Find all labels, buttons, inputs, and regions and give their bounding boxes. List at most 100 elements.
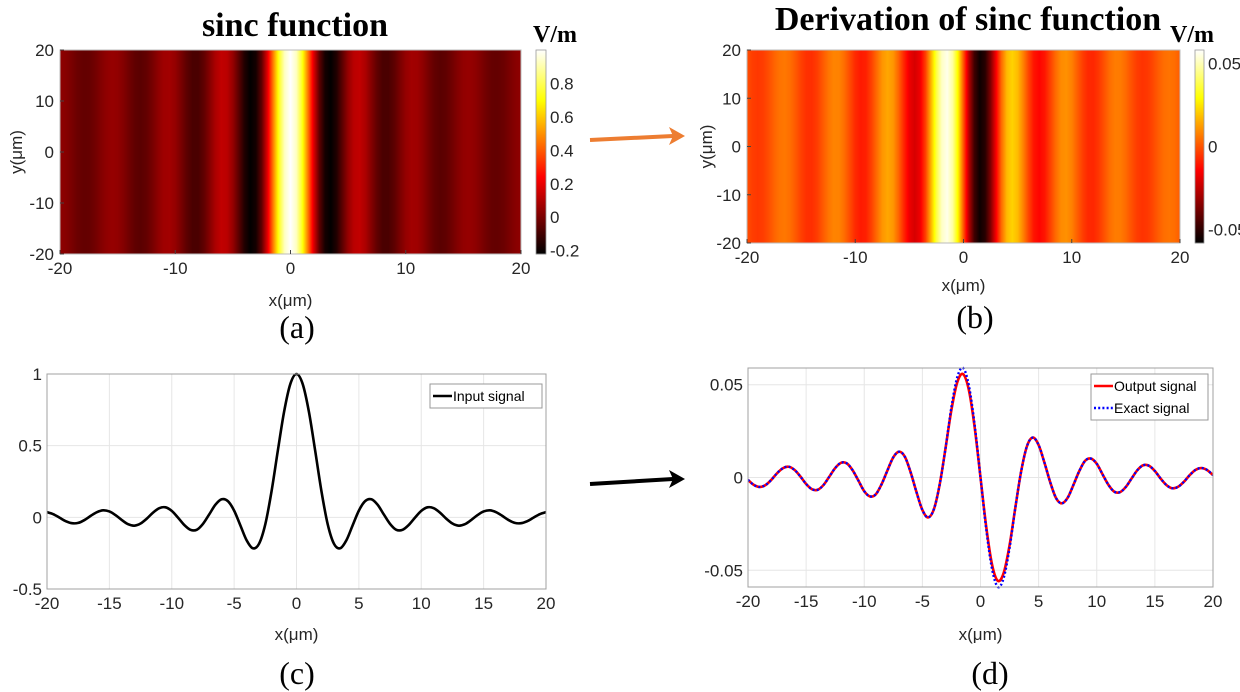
- colorbar-cell: [1195, 216, 1204, 218]
- colorbar-cell: [1195, 112, 1204, 114]
- heatmap-cell: [407, 50, 409, 254]
- heatmap-cell: [309, 50, 311, 254]
- colorbar-cell: [1195, 114, 1204, 116]
- colorbar-cell: [1195, 146, 1204, 148]
- colorbar-cell: [1195, 69, 1204, 71]
- heatmap-cell: [234, 50, 236, 254]
- heatmap-cell: [1111, 50, 1113, 243]
- colorbar-cell: [1195, 212, 1204, 214]
- heatmap-cell: [511, 50, 513, 254]
- colorbar-cell: [1195, 141, 1204, 143]
- x-tick-label: 20: [512, 259, 531, 278]
- colorbar-cell: [1195, 197, 1204, 199]
- colorbar-cell: [1195, 115, 1204, 117]
- heatmap-cell: [484, 50, 486, 254]
- colorbar-cell: [1195, 160, 1204, 162]
- heatmap-cell: [383, 50, 385, 254]
- colorbar-cell: [536, 247, 546, 249]
- heatmap-cell: [172, 50, 174, 254]
- colorbar-cell: [1195, 99, 1204, 101]
- heatmap-cell: [1135, 50, 1137, 243]
- heatmap-cell: [102, 50, 104, 254]
- heatmap-cell: [1050, 50, 1052, 243]
- y-tick-label: -20: [716, 234, 741, 253]
- heatmap-cell: [1144, 50, 1146, 243]
- heatmap-cell: [920, 50, 922, 243]
- heatmap-cell: [488, 50, 490, 254]
- colorbar-cell: [1195, 82, 1204, 84]
- heatmap-cell: [1085, 50, 1087, 243]
- colorbar-cell: [536, 94, 546, 96]
- heatmap-cell: [398, 50, 400, 254]
- x-tick-label: -20: [35, 594, 60, 613]
- heatmap-cell: [519, 50, 521, 254]
- colorbar-cell: [536, 50, 546, 52]
- heatmap-cell: [796, 50, 798, 243]
- colorbar-cell: [1195, 137, 1204, 139]
- colorbar-cell: [1195, 155, 1204, 157]
- colorbar-cell: [536, 236, 546, 238]
- x-tick-label: 10: [1087, 592, 1106, 611]
- heatmap-cell: [345, 50, 347, 254]
- heatmap-cell: [505, 50, 507, 254]
- colorbar-cell: [1195, 81, 1204, 83]
- heatmap-cell: [859, 50, 861, 243]
- colorbar-cell: [1195, 106, 1204, 108]
- heatmap-cell: [774, 50, 776, 243]
- heatmap-cell: [1089, 50, 1091, 243]
- heatmap-cell: [518, 50, 520, 254]
- heatmap-cell: [134, 50, 136, 254]
- heatmap-cell: [1109, 50, 1111, 243]
- colorbar-cell: [1195, 101, 1204, 103]
- heatmap-cell: [1039, 50, 1041, 243]
- colorbar-tick-label: 0: [1208, 138, 1217, 157]
- heatmap-cell: [868, 50, 870, 243]
- heatmap-cell: [1146, 50, 1148, 243]
- colorbar-cell: [1195, 162, 1204, 164]
- heatmap-cell: [308, 50, 310, 254]
- colorbar-cell: [1195, 75, 1204, 77]
- heatmap-cell: [1163, 50, 1165, 243]
- heatmap-cell: [951, 50, 953, 243]
- heatmap-cell: [94, 50, 96, 254]
- heatmap-cell: [294, 50, 296, 254]
- heatmap-cell: [197, 50, 199, 254]
- heatmap-cell: [1068, 50, 1070, 243]
- heatmap-cell: [968, 50, 970, 243]
- heatmap-cell: [297, 50, 299, 254]
- colorbar-cell: [536, 158, 546, 160]
- colorbar-cell: [536, 173, 546, 175]
- colorbar-cell: [536, 234, 546, 236]
- colorbar-cell: [1195, 132, 1204, 134]
- heatmap-cell: [1079, 50, 1081, 243]
- heatmap-cell: [440, 50, 442, 254]
- heatmap-cell: [248, 50, 250, 254]
- chart-title: sinc function: [202, 7, 388, 44]
- heatmap-cell: [458, 50, 460, 254]
- heatmap-cell: [944, 50, 946, 243]
- heatmap-cell: [880, 50, 882, 243]
- colorbar-cell: [1195, 188, 1204, 190]
- heatmap-cell: [821, 50, 823, 243]
- heatmap-cell: [206, 50, 208, 254]
- heatmap-cell: [208, 50, 210, 254]
- heatmap-cell: [375, 50, 377, 254]
- colorbar-cell: [536, 104, 546, 106]
- colorbar-cell: [1195, 233, 1204, 235]
- colorbar-cell: [536, 73, 546, 75]
- heatmap-cell: [1122, 50, 1124, 243]
- heatmap-cell: [475, 50, 477, 254]
- colorbar-cell: [1195, 206, 1204, 208]
- heatmap-cell: [104, 50, 106, 254]
- heatmap-cell: [841, 50, 843, 243]
- colorbar-cell: [536, 166, 546, 168]
- colorbar-tick-label: 0.6: [550, 108, 574, 127]
- heatmap-cell: [468, 50, 470, 254]
- heatmap-cell: [877, 50, 879, 243]
- colorbar-cell: [1195, 239, 1204, 241]
- colorbar-cell: [536, 140, 546, 142]
- heatmap-cell: [756, 50, 758, 243]
- heatmap-cell: [377, 50, 379, 254]
- heatmap-cell: [232, 50, 234, 254]
- heatmap-cell: [70, 50, 72, 254]
